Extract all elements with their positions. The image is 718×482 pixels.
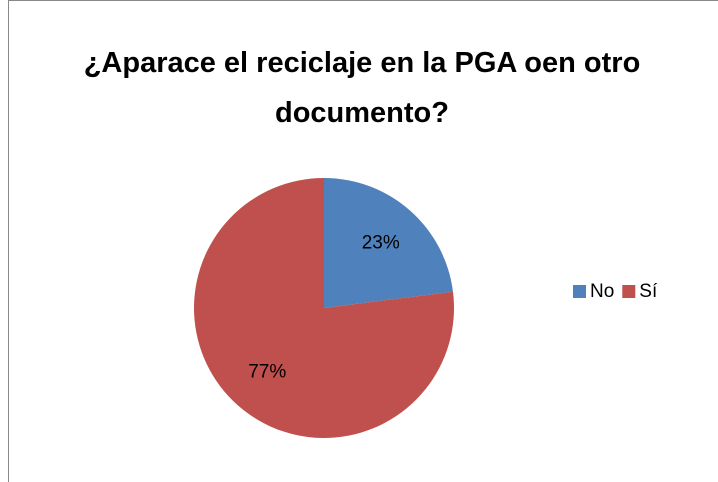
data-label: 77%	[248, 361, 286, 382]
data-label: 23%	[362, 233, 400, 254]
chart-border	[8, 0, 718, 482]
legend-label: No	[590, 281, 614, 302]
pie-slice	[194, 178, 454, 438]
legend-swatch	[622, 285, 636, 298]
chart-title: ¿Aparace el reciclaje en la PGA oen otro…	[83, 47, 641, 129]
legend-swatch	[573, 285, 586, 298]
legend-label: Sí	[639, 281, 658, 302]
pie-slice	[324, 178, 453, 308]
